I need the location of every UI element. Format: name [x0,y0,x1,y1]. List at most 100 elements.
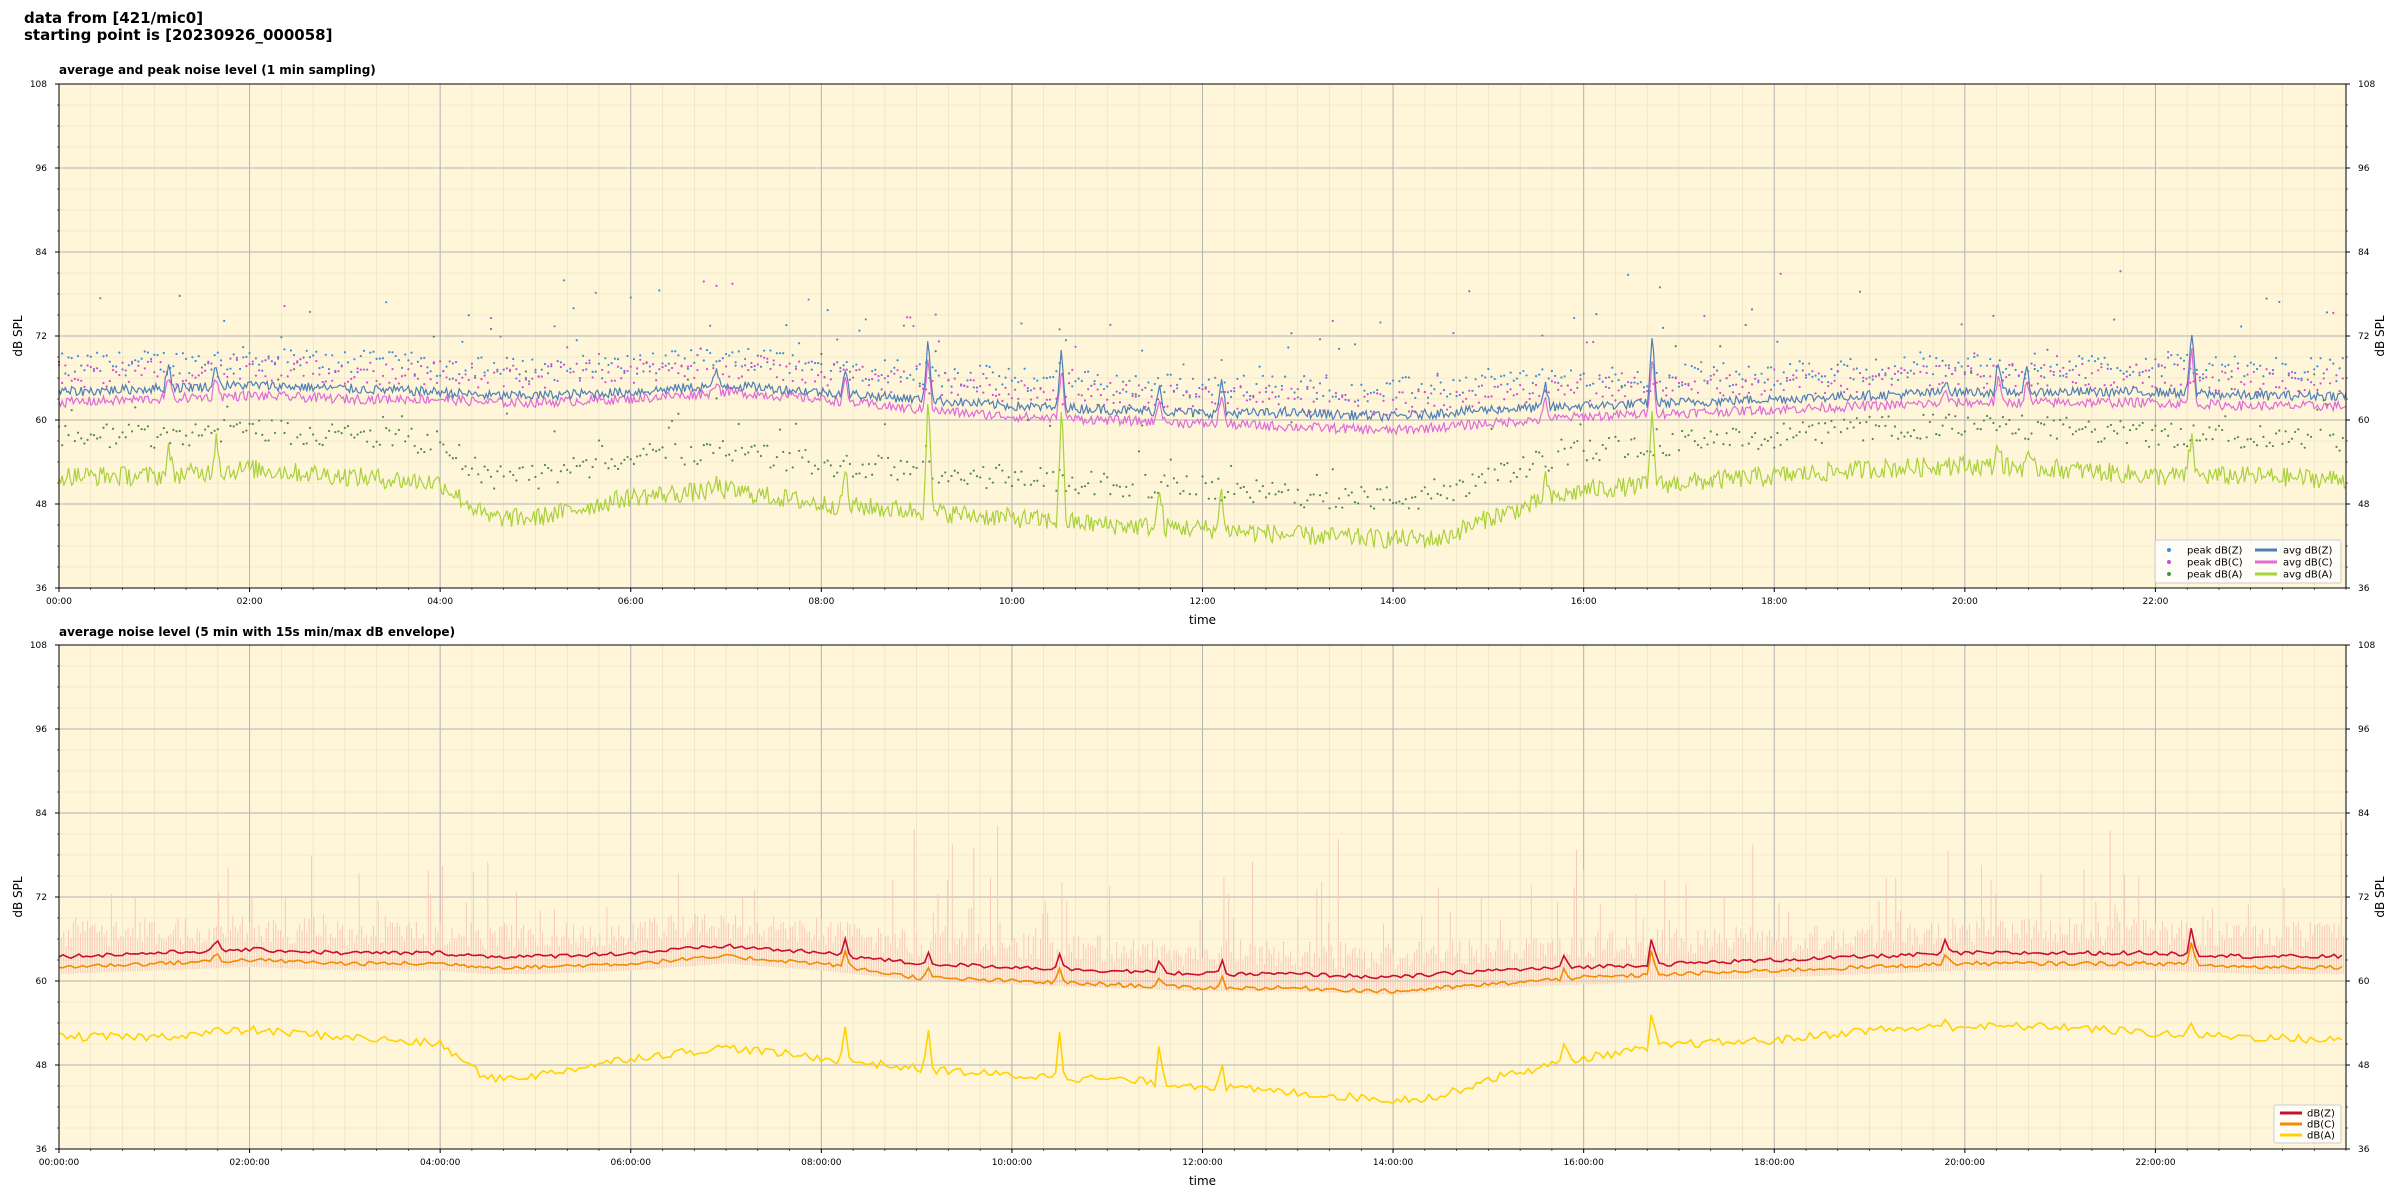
peak-dbz-point [2329,358,2332,361]
peak-dba-point [2122,426,2125,429]
peak-dbc-point [658,368,661,371]
peak-dba-point [1849,421,1852,424]
peak-dba-point [1884,424,1887,427]
peak-dba-point [2313,373,2316,376]
peak-dbc-point [696,368,699,372]
peak-dbz-point [1042,376,1045,379]
peak-dba-point [1566,463,1569,466]
peak-dbc-point [1868,383,1871,386]
peak-dbz-point [855,363,858,366]
peak-dbz-point [807,361,810,364]
peak-dbc-point [2265,368,2268,371]
peak-dbc-point [1855,390,1858,394]
peak-dbc-point [1449,405,1452,409]
peak-dbz-point [1249,394,1252,398]
peak-dba-point [1175,481,1179,484]
peak-dbz-point [2078,355,2081,358]
peak-dba-point [235,423,238,426]
peak-dbz-point [1001,383,1004,386]
peak-dba-point [905,460,909,463]
peak-dba-point [756,450,759,453]
peak-dba-point [1773,446,1776,449]
peak-dba-point [1563,447,1566,450]
peak-dbz-point [1779,382,1782,385]
peak-dba-point [2221,428,2224,432]
peak-dbc-point [254,374,258,377]
peak-dba-point [1401,502,1404,505]
peak-dbc-point [1884,374,1887,377]
peak-dba-point [83,442,86,445]
peak-dbc-point [1531,392,1534,395]
peak-dba-point [934,350,937,353]
peak-dbz-point [998,375,1001,378]
header-source: data from [421/mic0] [24,9,204,27]
peak-dbz-point [950,385,953,388]
peak-dbz-point [2157,365,2160,368]
peak-dba-point [1395,501,1398,504]
peak-dba-point [1985,414,1989,418]
peak-dba-point [636,455,639,458]
peak-dba-point [1296,488,1299,491]
peak-dbz-point [1947,364,1951,367]
peak-dbc-point [140,373,143,377]
peak-dbz-point [769,349,772,352]
peak-dba-point [2005,423,2008,426]
peak-dbc-point [1785,376,1789,380]
peak-dba-point [2160,429,2163,433]
peak-dbc-point [1477,401,1480,404]
peak-dbz-point [299,364,302,367]
peak-dba-point [134,406,137,409]
peak-dba-point [92,434,96,437]
peak-dbc-point [1560,384,1563,387]
y-tick-label-right: 72 [2358,893,2369,903]
peak-dbc-point [1754,377,1757,380]
peak-dbz-point [372,350,375,353]
peak-dbc-point [2144,369,2147,372]
peak-dbc-point [1773,368,1776,371]
peak-dbc-point [2252,370,2255,374]
peak-dba-point [778,428,782,431]
peak-dbz-point [905,377,909,380]
peak-dbz-point [2322,372,2325,375]
peak-dbc-point [175,382,178,386]
peak-dbz-point [2138,374,2141,377]
peak-dba-point [391,444,394,447]
peak-dbc-point [359,368,362,371]
peak-dba-point [1569,446,1573,449]
peak-dba-point [2224,415,2227,418]
peak-dbc-point [1906,376,1909,379]
peak-dba-point [480,481,483,484]
peak-dbc-point [1474,393,1477,397]
peak-dbc-point [734,364,737,367]
peak-dba-point [699,459,702,462]
y-tick-label-left: 108 [30,80,47,90]
peak-dbz-point [937,374,940,377]
peak-dba-point [2243,445,2246,448]
peak-dba-point [1499,462,1503,465]
peak-dbz-point [1099,383,1102,386]
peak-dba-point [1449,485,1452,488]
peak-dbz-point [2087,359,2090,362]
peak-dbc-point [1766,378,1769,381]
peak-dbc-point [2097,369,2100,372]
peak-dba-point [1595,452,1598,455]
peak-dbz-point [1461,391,1465,394]
peak-dba-point [1519,467,1522,471]
peak-dbz-point [143,350,146,353]
peak-dbc-point [467,378,470,382]
peak-dbc-point [1947,367,1951,370]
peak-dbc-point [1541,334,1544,337]
peak-dba-point [861,463,864,466]
peak-dba-point [1642,453,1646,456]
peak-dbz-point [1067,372,1071,375]
peak-dbz-point [1715,369,1719,372]
peak-dbz-point [1426,396,1430,399]
peak-dbc-point [680,365,683,368]
peak-dbc-point [80,379,83,382]
peak-dbc-point [1445,408,1449,411]
peak-dbc-point [1328,400,1331,403]
peak-dbc-point [1045,398,1048,401]
peak-dba-point [626,455,629,459]
peak-dbz-point [931,366,934,369]
peak-dbc-point [502,385,505,388]
